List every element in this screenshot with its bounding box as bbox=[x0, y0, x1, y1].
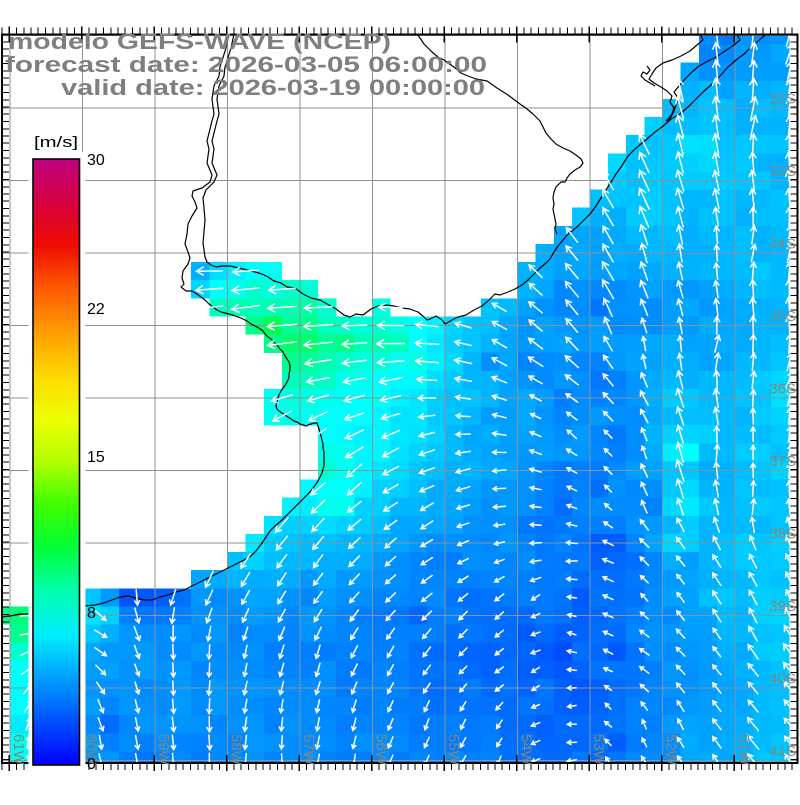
svg-text:41S: 41S bbox=[769, 743, 796, 760]
svg-text:51W: 51W bbox=[735, 734, 752, 766]
svg-text:58W: 58W bbox=[228, 734, 245, 766]
svg-text:40S: 40S bbox=[769, 671, 796, 688]
svg-text:33S: 33S bbox=[769, 163, 796, 180]
svg-text:modelo GEFS-WAVE (NCEP): modelo GEFS-WAVE (NCEP) bbox=[8, 29, 391, 54]
svg-text:37S: 37S bbox=[769, 453, 796, 470]
svg-text:39S: 39S bbox=[769, 598, 796, 615]
svg-text:36S: 36S bbox=[769, 381, 796, 398]
svg-text:38S: 38S bbox=[769, 526, 796, 543]
svg-text:32S: 32S bbox=[769, 91, 796, 108]
svg-text:56W: 56W bbox=[373, 734, 390, 766]
svg-text:0: 0 bbox=[87, 756, 96, 773]
svg-text:[m/s]: [m/s] bbox=[34, 134, 78, 151]
svg-text:15: 15 bbox=[87, 449, 105, 466]
svg-text:8: 8 bbox=[87, 605, 96, 622]
svg-text:55W: 55W bbox=[445, 734, 462, 766]
svg-text:34S: 34S bbox=[769, 236, 796, 253]
svg-text:30: 30 bbox=[87, 152, 105, 169]
svg-text:22: 22 bbox=[87, 301, 105, 318]
svg-text:52W: 52W bbox=[663, 734, 680, 766]
svg-text:61W: 61W bbox=[10, 734, 27, 766]
svg-text:35S: 35S bbox=[769, 308, 796, 325]
svg-text:54W: 54W bbox=[518, 734, 535, 766]
svg-text:57W: 57W bbox=[300, 734, 317, 766]
svg-text:59W: 59W bbox=[155, 734, 172, 766]
svg-text:60W: 60W bbox=[83, 734, 100, 766]
svg-text:valid date: 2026-03-19 00:00:0: valid date: 2026-03-19 00:00:00 bbox=[61, 75, 485, 100]
svg-text:53W: 53W bbox=[590, 734, 607, 766]
svg-text:forecast date: 2026-03-05 06:0: forecast date: 2026-03-05 06:00:00 bbox=[5, 52, 487, 77]
